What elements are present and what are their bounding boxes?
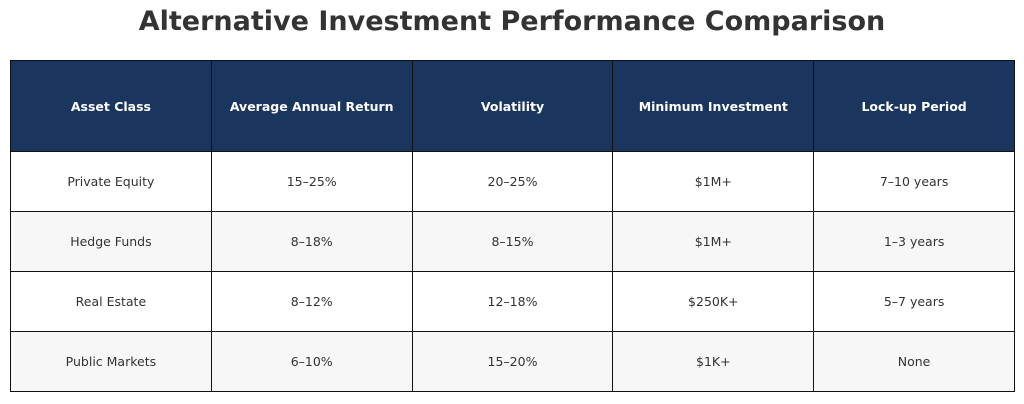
cell-average-annual-return: 8–18% <box>210 211 413 272</box>
cell-volatility: 12–18% <box>411 271 614 332</box>
cell-lock-up-period: 7–10 years <box>813 151 1015 212</box>
cell-volatility: 15–20% <box>411 331 614 392</box>
table-row: Hedge Funds 8–18% 8–15% $1M+ 1–3 years <box>10 211 1015 272</box>
cell-minimum-investment: $1M+ <box>612 211 815 272</box>
cell-lock-up-period: None <box>813 331 1015 392</box>
cell-average-annual-return: 6–10% <box>210 331 413 392</box>
table-row: Private Equity 15–25% 20–25% $1M+ 7–10 y… <box>10 151 1015 212</box>
cell-asset-class: Public Markets <box>10 331 212 392</box>
cell-volatility: 8–15% <box>411 211 614 272</box>
cell-lock-up-period: 1–3 years <box>813 211 1015 272</box>
cell-asset-class: Real Estate <box>10 271 212 332</box>
header-average-annual-return: Average Annual Return <box>210 60 413 152</box>
cell-minimum-investment: $250K+ <box>612 271 815 332</box>
cell-volatility: 20–25% <box>411 151 614 212</box>
cell-lock-up-period: 5–7 years <box>813 271 1015 332</box>
table-row: Public Markets 6–10% 15–20% $1K+ None <box>10 331 1015 392</box>
comparison-table: Asset Class Average Annual Return Volati… <box>10 60 1015 392</box>
header-row: Asset Class Average Annual Return Volati… <box>10 60 1015 152</box>
header-asset-class: Asset Class <box>10 60 212 152</box>
chart-title: Alternative Investment Performance Compa… <box>138 6 886 37</box>
cell-minimum-investment: $1M+ <box>612 151 815 212</box>
header-minimum-investment: Minimum Investment <box>612 60 815 152</box>
table-row: Real Estate 8–12% 12–18% $250K+ 5–7 year… <box>10 271 1015 332</box>
header-lock-up-period: Lock-up Period <box>813 60 1015 152</box>
cell-asset-class: Private Equity <box>10 151 212 212</box>
cell-average-annual-return: 15–25% <box>210 151 413 212</box>
cell-minimum-investment: $1K+ <box>612 331 815 392</box>
header-volatility: Volatility <box>411 60 614 152</box>
cell-average-annual-return: 8–12% <box>210 271 413 332</box>
cell-asset-class: Hedge Funds <box>10 211 212 272</box>
